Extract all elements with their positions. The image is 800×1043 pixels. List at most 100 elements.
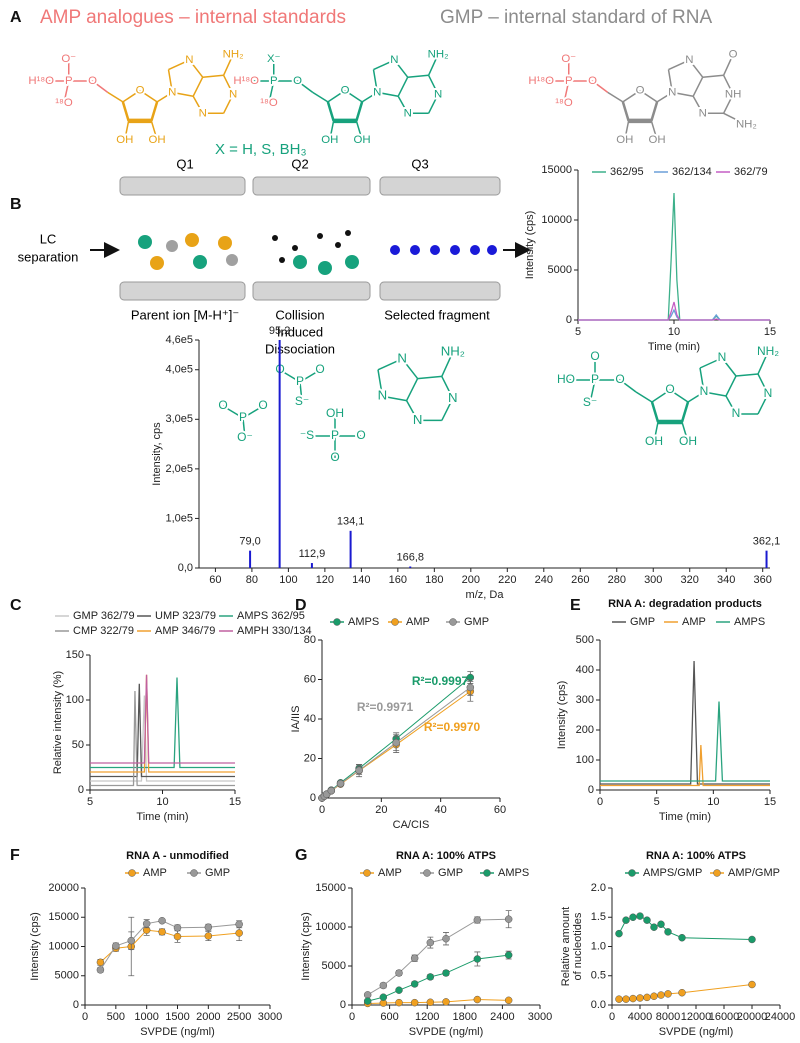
- atom-label: H¹⁸O: [233, 75, 259, 87]
- atom-label: N: [764, 386, 773, 400]
- bond: [222, 93, 234, 114]
- legend-marker: [190, 869, 198, 877]
- legend-marker: [713, 869, 721, 877]
- bond: [397, 76, 409, 97]
- y-axis-label: Intensity (cps): [556, 681, 568, 749]
- bond: [624, 120, 630, 141]
- x-tick-label: 300: [644, 574, 662, 586]
- bond: [681, 421, 689, 443]
- bond: [563, 80, 570, 104]
- x-tick-label: 0: [82, 1011, 88, 1023]
- legend-label: GMP: [438, 867, 463, 879]
- y-tick-label: 20: [304, 752, 316, 764]
- marker: [395, 986, 403, 994]
- header-left: AMP analogues – internal standards: [40, 7, 346, 28]
- marker: [615, 929, 623, 938]
- x-tick-label: 40: [435, 804, 447, 816]
- marker: [650, 923, 658, 931]
- marker: [466, 683, 475, 692]
- atom-label: N: [434, 88, 442, 100]
- atom-label: N: [168, 86, 176, 98]
- atom-label: N: [448, 390, 458, 405]
- atom-label: O: [615, 372, 624, 386]
- legend-label: CMP 322/79: [73, 625, 134, 637]
- marker: [664, 990, 672, 998]
- y-tick-label: 2.0: [591, 882, 606, 894]
- x-axis-label: Time (min): [648, 341, 700, 353]
- quadrupoles: [119, 176, 501, 301]
- marker: [426, 973, 435, 981]
- chart-title: RNA A - unmodified: [126, 850, 229, 862]
- y-tick-label: 150: [66, 649, 84, 661]
- atom-label: NH₂: [736, 119, 757, 131]
- x-tick-label: 1000: [134, 1011, 158, 1023]
- atom-label: OH: [679, 434, 697, 448]
- legend-marker: [423, 869, 431, 877]
- y-tick-label: 0,0: [178, 562, 193, 574]
- y-tick-label: 20000: [48, 882, 79, 894]
- inlet-label: separation: [18, 249, 79, 264]
- bond: [721, 357, 737, 377]
- y-tick-label: 0: [78, 784, 84, 796]
- bond: [92, 80, 109, 94]
- legend-label: GMP: [630, 616, 655, 628]
- bond: [650, 401, 660, 423]
- bond: [124, 120, 130, 141]
- bond: [656, 91, 673, 103]
- bond: [427, 93, 439, 114]
- y-tick-label: 200: [576, 724, 594, 736]
- bond: [441, 351, 454, 377]
- bond: [407, 74, 429, 78]
- bond: [397, 95, 409, 114]
- y-tick-label: 100: [576, 754, 594, 766]
- bond: [692, 76, 704, 97]
- y-axis-label: of nucleotides: [572, 912, 584, 980]
- bond: [168, 59, 190, 71]
- legend-label: 362/134: [672, 166, 712, 178]
- y-tick-label: 15000: [541, 164, 572, 176]
- bond: [192, 76, 204, 97]
- bond: [355, 101, 364, 122]
- marker: [327, 786, 336, 795]
- series-line: [90, 677, 235, 769]
- bond: [107, 91, 124, 103]
- bond: [607, 91, 624, 103]
- atom-label: N: [397, 350, 407, 365]
- x-tick-label: 600: [380, 1011, 398, 1023]
- x-tick-label: 0: [349, 1011, 355, 1023]
- series-line: [100, 929, 240, 963]
- bond: [722, 54, 734, 76]
- marker: [643, 993, 651, 1002]
- marker: [96, 966, 105, 974]
- y-axis-label: Intensity (cps): [300, 912, 312, 980]
- legend-marker: [483, 869, 491, 877]
- bond: [653, 421, 659, 443]
- x-tick-label: 0: [597, 796, 603, 808]
- y-tick-label: 5000: [322, 960, 346, 972]
- bond: [441, 398, 454, 421]
- bond: [735, 373, 759, 377]
- series-line: [90, 690, 235, 787]
- x-tick-label: 16000: [709, 1011, 740, 1023]
- y-tick-label: 2,0e5: [165, 463, 193, 475]
- bond: [651, 389, 671, 403]
- marker: [363, 991, 372, 999]
- atom-label: OH: [645, 434, 663, 448]
- marker: [235, 929, 243, 937]
- peak-label: 79,0: [239, 536, 260, 548]
- marker: [410, 998, 419, 1007]
- bond: [167, 69, 174, 93]
- bond: [722, 74, 734, 95]
- bond: [150, 120, 158, 141]
- series-line: [578, 308, 770, 321]
- y-tick-label: 40: [304, 713, 316, 725]
- atom-label: NH₂: [757, 344, 779, 358]
- atom-label: N: [404, 107, 412, 119]
- marker: [173, 932, 182, 941]
- legend-label: AMP: [406, 616, 430, 628]
- legend-label: AMPS/GMP: [643, 867, 702, 879]
- bond: [344, 89, 363, 103]
- series-line: [90, 695, 235, 782]
- atom-label: O: [136, 85, 145, 97]
- x-tick-label: 140: [352, 574, 370, 586]
